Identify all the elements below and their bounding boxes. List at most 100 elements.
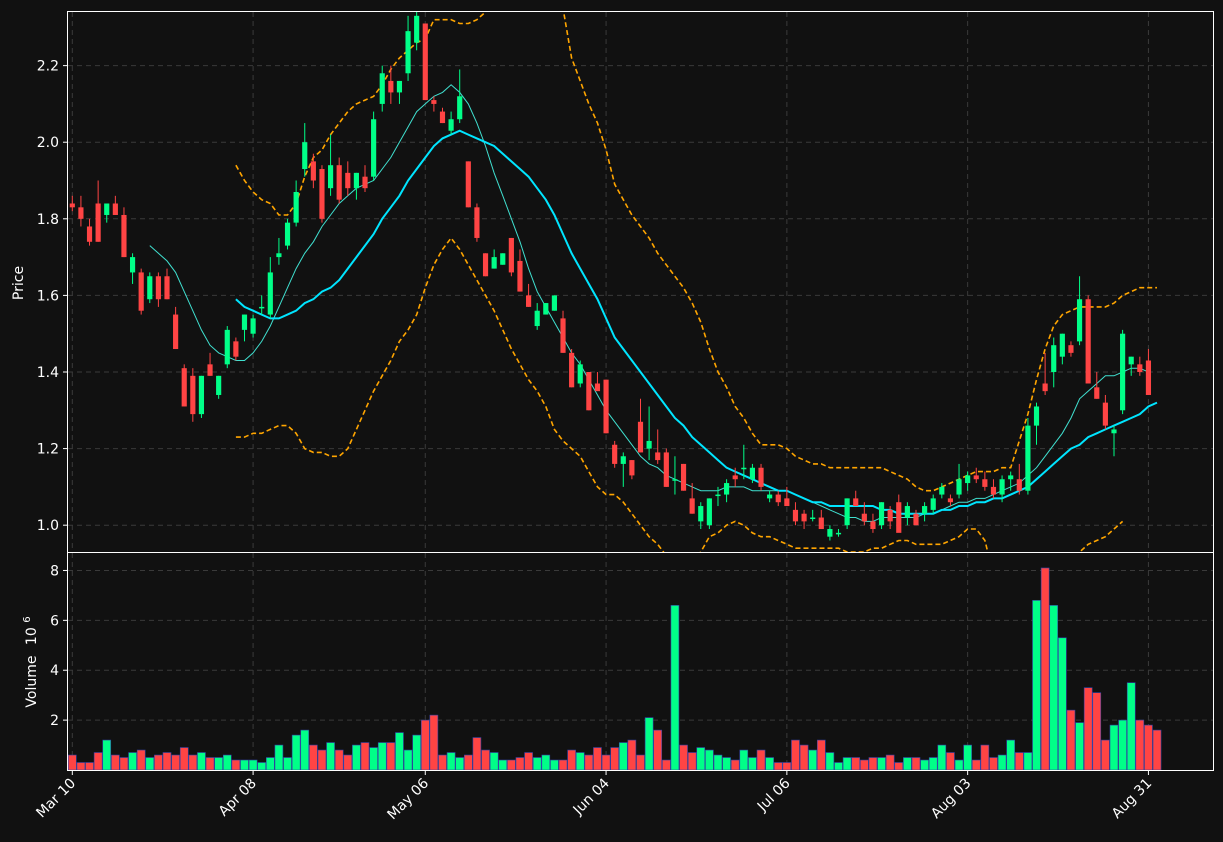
candle-body — [586, 372, 592, 411]
candle-body — [138, 272, 144, 311]
volume-bar — [429, 714, 439, 771]
candle-body — [758, 467, 764, 487]
band-upper-line — [235, 12, 1157, 492]
volume-panel: 2 4 6 8 Volume 10 6 — [22, 552, 1214, 771]
candle-body — [939, 486, 945, 495]
volume-bar — [601, 754, 611, 771]
price-tick-label: 1.4 — [37, 365, 59, 381]
candle-body — [457, 96, 463, 120]
volume-bar — [1040, 567, 1050, 771]
volume-bar — [386, 742, 396, 771]
volume-bar — [730, 759, 740, 771]
candle-body — [1068, 345, 1074, 353]
volume-bar — [1058, 637, 1067, 771]
candle-body — [104, 203, 110, 215]
candle-body — [637, 421, 644, 453]
candle-body — [405, 31, 411, 74]
candle-body — [569, 352, 575, 388]
candle-body — [741, 467, 747, 470]
candle-body — [121, 214, 127, 258]
volume-bar — [842, 757, 852, 771]
volume-bar — [257, 762, 267, 771]
candle-body — [336, 165, 342, 200]
volume-bar — [773, 762, 783, 771]
volume-scale-base: 10 — [24, 627, 40, 645]
candle-body — [173, 314, 179, 350]
volume-bar — [610, 747, 619, 771]
candle-body — [1120, 333, 1126, 411]
candle-body — [1051, 345, 1057, 372]
candle-body — [379, 73, 385, 104]
volume-bar — [1006, 739, 1015, 771]
volume-bar — [179, 747, 189, 771]
candle-body — [267, 272, 273, 315]
candle-body — [353, 172, 359, 189]
volume-bar — [214, 757, 223, 771]
candle-body — [947, 498, 954, 503]
candle-body — [431, 100, 437, 104]
candle-body — [371, 119, 377, 177]
volume-bar — [765, 757, 774, 771]
candle-body — [293, 192, 299, 223]
volume-bar — [1118, 719, 1127, 771]
volume-bar — [851, 757, 861, 771]
candle-body — [801, 513, 807, 522]
volume-bar — [205, 757, 215, 771]
candle-body — [190, 375, 196, 415]
volume-bar — [85, 762, 94, 771]
band-lower-line — [235, 236, 1124, 552]
mav-short-line — [149, 84, 1149, 522]
volume-bar — [472, 737, 482, 771]
candle-body — [577, 364, 583, 384]
volume-bar — [119, 757, 129, 771]
volume-bar — [980, 744, 990, 771]
volume-bar — [1083, 687, 1093, 771]
candle-body — [818, 517, 824, 530]
candle-body — [388, 80, 394, 93]
candle-body — [259, 306, 265, 309]
volume-bar — [136, 749, 146, 771]
volume-bar — [283, 757, 292, 771]
candle-body — [913, 513, 919, 526]
candle-body — [1102, 402, 1108, 426]
volume-bar — [197, 752, 206, 771]
candle-body — [155, 276, 161, 300]
volume-bar — [111, 754, 120, 771]
volume-bar — [515, 757, 525, 771]
candle-body — [1025, 425, 1031, 491]
price-tick-label: 1.8 — [37, 212, 59, 228]
candle-body — [844, 498, 850, 526]
candle-body — [956, 479, 962, 495]
candle-body — [663, 452, 669, 487]
candle-body — [448, 119, 454, 131]
candle-body — [1059, 333, 1065, 357]
candle-body — [1016, 479, 1022, 491]
candle-body — [672, 479, 678, 481]
volume-bar — [188, 754, 198, 771]
volume-scale-exponent: 6 — [22, 616, 33, 622]
volume-bar — [791, 739, 800, 771]
volume-bar — [420, 719, 430, 771]
volume-bar — [679, 744, 688, 771]
price-panel: 1.0 1.2 1.4 1.6 1.8 2.0 2.2 Price — [11, 11, 1214, 553]
candle-body — [655, 452, 661, 461]
volume-bar — [963, 744, 972, 771]
candle-body — [1111, 429, 1117, 434]
volume-bar — [860, 759, 869, 771]
volume-axis-label: Volume 10 6 — [22, 616, 40, 707]
volume-bar — [171, 754, 180, 771]
volume-bar — [885, 754, 895, 771]
candle-body — [69, 203, 75, 208]
candle-body — [560, 318, 566, 353]
volume-bar — [575, 752, 585, 771]
candle-body — [508, 237, 514, 273]
volume-bar — [102, 739, 112, 771]
candle-body — [345, 172, 351, 189]
candle-body — [646, 440, 652, 449]
volume-bar — [309, 744, 318, 771]
volume-bar — [670, 605, 680, 771]
price-axis-label: Price — [11, 266, 27, 300]
candle-body — [164, 276, 170, 300]
volume-bar — [498, 759, 508, 771]
